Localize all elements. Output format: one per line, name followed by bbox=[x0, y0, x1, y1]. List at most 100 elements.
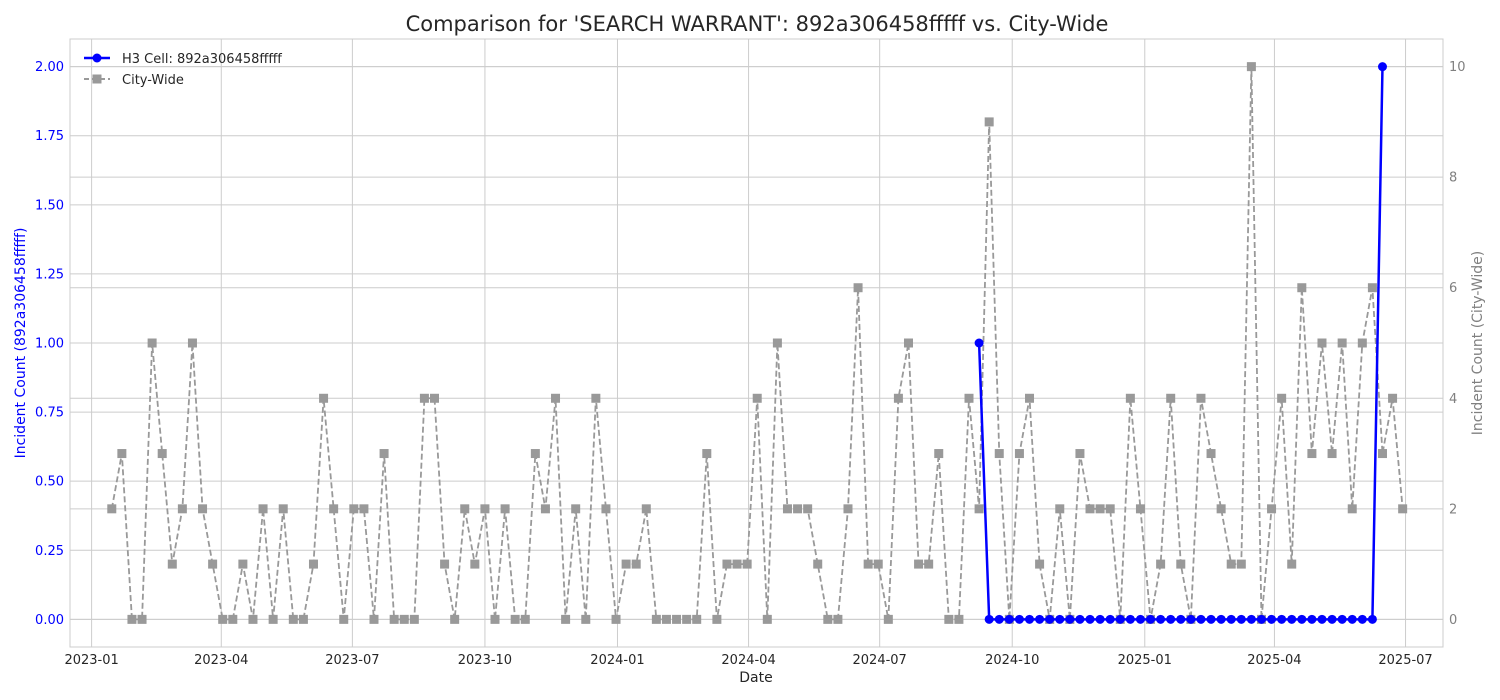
x-tick-label: 2024-01 bbox=[590, 653, 644, 668]
h3-cell-point bbox=[1307, 614, 1317, 624]
city-wide-point bbox=[1055, 504, 1065, 514]
city-wide-point bbox=[1317, 338, 1327, 348]
city-wide-point bbox=[782, 504, 792, 514]
city-wide-point bbox=[107, 504, 117, 514]
x-tick-labels: 2023-01 2023-04 2023-07 2023-10 2024-01 2024-… bbox=[64, 653, 1432, 668]
city-wide-point bbox=[268, 614, 278, 624]
city-wide-point bbox=[228, 614, 238, 624]
city-wide-point bbox=[1398, 504, 1408, 514]
x-tick-label: 2025-04 bbox=[1247, 653, 1301, 668]
city-wide-point bbox=[883, 614, 893, 624]
city-wide-point bbox=[651, 614, 661, 624]
city-wide-point bbox=[1367, 283, 1377, 293]
y-left-tick-label: 1.50 bbox=[35, 198, 64, 213]
city-wide-point bbox=[278, 504, 288, 514]
x-tick-label: 2024-10 bbox=[985, 653, 1039, 668]
legend-city-marker bbox=[92, 74, 102, 84]
city-wide-point bbox=[1035, 559, 1045, 569]
city-wide-point bbox=[561, 614, 571, 624]
city-wide-point bbox=[1135, 504, 1145, 514]
city-wide-point bbox=[994, 449, 1004, 459]
city-wide-point bbox=[742, 559, 752, 569]
city-wide-point bbox=[490, 614, 500, 624]
x-tick-label: 2025-01 bbox=[1118, 653, 1172, 668]
h3-cell-point bbox=[1105, 614, 1115, 624]
city-wide-point bbox=[167, 559, 177, 569]
h3-cell-point bbox=[1246, 614, 1256, 624]
legend-cell-label: H3 Cell: 892a306458fffff bbox=[122, 52, 282, 67]
h3-cell-point bbox=[1085, 614, 1095, 624]
city-wide-point bbox=[863, 559, 873, 569]
y-left-tick-labels: 0.00 0.25 0.50 0.75 1.00 1.25 1.50 1.75 2.00 bbox=[35, 60, 64, 628]
city-wide-point bbox=[964, 393, 974, 403]
legend-cell-marker bbox=[92, 53, 102, 63]
h3-cell-point bbox=[1287, 614, 1297, 624]
h3-cell-point bbox=[1297, 614, 1307, 624]
x-tick-label: 2024-04 bbox=[721, 653, 775, 668]
chart-title: Comparison for 'SEARCH WARRANT': 892a306… bbox=[406, 12, 1109, 36]
city-wide-point bbox=[581, 614, 591, 624]
h3-cell-point bbox=[1045, 614, 1055, 624]
plot-frame bbox=[69, 38, 1444, 648]
city-wide-point bbox=[298, 614, 308, 624]
x-axis-label: Date bbox=[739, 670, 772, 686]
h3-cell-point bbox=[1146, 614, 1156, 624]
h3-cell-point bbox=[1186, 614, 1196, 624]
city-wide-point bbox=[520, 614, 530, 624]
x-tick-label: 2023-04 bbox=[194, 653, 248, 668]
h3-cell-point bbox=[1065, 614, 1075, 624]
city-wide-point bbox=[1025, 393, 1035, 403]
y-right-tick-label: 4 bbox=[1449, 392, 1457, 407]
city-wide-point bbox=[359, 504, 369, 514]
city-wide-point bbox=[722, 559, 732, 569]
h3-cell-point bbox=[1135, 614, 1145, 624]
city-wide-point bbox=[319, 393, 329, 403]
city-wide-point bbox=[893, 393, 903, 403]
city-wide-point bbox=[1307, 449, 1317, 459]
city-wide-point bbox=[732, 559, 742, 569]
city-wide-point bbox=[752, 393, 762, 403]
city-wide-point bbox=[1014, 449, 1024, 459]
city-wide-point bbox=[772, 338, 782, 348]
city-wide-point bbox=[1388, 393, 1398, 403]
city-wide-point bbox=[460, 504, 470, 514]
city-wide-point bbox=[349, 504, 359, 514]
h3-cell-point bbox=[1196, 614, 1206, 624]
city-wide-point bbox=[379, 449, 389, 459]
city-wide-point bbox=[682, 614, 692, 624]
city-wide-point bbox=[339, 614, 349, 624]
y-right-tick-label: 8 bbox=[1449, 171, 1457, 186]
city-wide-point bbox=[944, 614, 954, 624]
city-wide-point bbox=[1297, 283, 1307, 293]
city-wide-point bbox=[218, 614, 228, 624]
city-wide-point bbox=[813, 559, 823, 569]
city-wide-point bbox=[238, 559, 248, 569]
city-wide-point bbox=[208, 559, 218, 569]
city-wide-point bbox=[641, 504, 651, 514]
city-wide-point bbox=[1226, 559, 1236, 569]
h3-cell-point bbox=[1377, 62, 1387, 72]
city-wide-point bbox=[853, 283, 863, 293]
city-wide-point bbox=[903, 338, 913, 348]
city-wide-point bbox=[1125, 393, 1135, 403]
city-wide-point bbox=[510, 614, 520, 624]
h3-cell-point bbox=[1256, 614, 1266, 624]
city-wide-point bbox=[1166, 393, 1176, 403]
city-wide-point bbox=[1287, 559, 1297, 569]
y-right-tick-label: 0 bbox=[1449, 613, 1457, 628]
city-wide-point bbox=[117, 449, 127, 459]
city-wide-point bbox=[147, 338, 157, 348]
city-wide-point bbox=[974, 504, 984, 514]
city-wide-point bbox=[409, 614, 419, 624]
h3-cell-point bbox=[994, 614, 1004, 624]
city-wide-point bbox=[1327, 449, 1337, 459]
city-wide-point bbox=[480, 504, 490, 514]
y-left-tick-label: 2.00 bbox=[35, 60, 64, 75]
h3-cell-point bbox=[984, 614, 994, 624]
y-left-tick-label: 1.00 bbox=[35, 337, 64, 352]
city-wide-point bbox=[702, 449, 712, 459]
h3-cell-point bbox=[1267, 614, 1277, 624]
city-wide-point bbox=[571, 504, 581, 514]
h3-cell-point bbox=[1317, 614, 1327, 624]
city-wide-point bbox=[1277, 393, 1287, 403]
